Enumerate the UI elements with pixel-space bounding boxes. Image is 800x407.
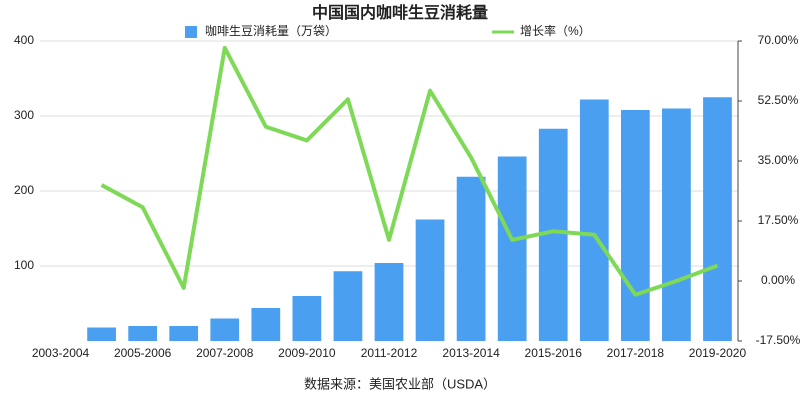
bar — [662, 108, 691, 341]
y-tick-label: 400 — [14, 33, 34, 47]
x-tick-label: 2017-2018 — [607, 346, 665, 360]
x-tick-label: 2009-2010 — [278, 346, 336, 360]
growth-line — [100, 45, 719, 297]
bar — [210, 318, 240, 341]
y-tick-label: 200 — [14, 183, 34, 197]
bar — [497, 156, 527, 341]
bar — [579, 99, 609, 341]
legend-label: 咖啡生豆消耗量（万袋） — [205, 23, 337, 38]
y2-tick-label: -17.50% — [756, 333, 800, 347]
bar — [87, 327, 116, 341]
legend-swatch — [185, 26, 197, 38]
x-tick-label: 2019-2020 — [689, 346, 747, 360]
y-tick-label: 100 — [14, 258, 34, 272]
y2-tick-label: 70.00% — [758, 33, 799, 47]
x-tick-label: 2007-2008 — [196, 346, 254, 360]
y2-tick-label: 0.00% — [761, 273, 795, 287]
bar — [128, 326, 158, 341]
source-note: 数据来源：美国农业部（USDA） — [304, 376, 496, 391]
legend-label: 增长率（%） — [520, 23, 591, 38]
chart-title: 中国国内咖啡生豆消耗量 — [312, 3, 488, 22]
x-tick-label: 2005-2006 — [114, 346, 172, 360]
bar — [251, 308, 281, 341]
x-tick-label: 2015-2016 — [525, 346, 583, 360]
bar — [703, 97, 732, 341]
x-tick-label: 2003-2004 — [32, 346, 90, 360]
bar — [292, 296, 322, 341]
bar — [333, 271, 363, 341]
bar — [415, 219, 445, 341]
bar — [456, 176, 486, 341]
y2-tick-label: 35.00% — [758, 153, 799, 167]
x-tick-label: 2011-2012 — [361, 346, 418, 360]
bar — [620, 110, 650, 341]
x-tick-label: 2013-2014 — [442, 346, 500, 360]
y2-tick-label: 17.50% — [758, 213, 799, 227]
y-tick-label: 300 — [14, 108, 34, 122]
bar — [169, 326, 199, 341]
bar — [374, 263, 404, 341]
y2-tick-label: 52.50% — [758, 93, 799, 107]
